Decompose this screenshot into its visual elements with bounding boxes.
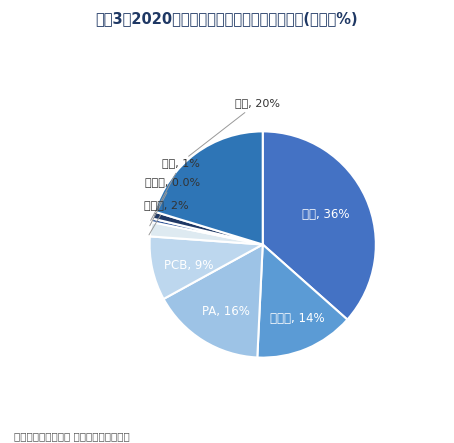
Text: 资料来源：赛迪顾问 前瞻产业研究院整理: 资料来源：赛迪顾问 前瞻产业研究院整理 [14, 431, 129, 441]
Text: 图表3：2020年中国基站射频行业细分市场结构(单位：%): 图表3：2020年中国基站射频行业细分市场结构(单位：%) [96, 11, 358, 26]
Wedge shape [263, 132, 376, 319]
Wedge shape [163, 245, 263, 358]
Wedge shape [154, 132, 263, 245]
Wedge shape [150, 237, 263, 299]
Text: 其他, 20%: 其他, 20% [188, 98, 280, 156]
Wedge shape [153, 212, 263, 245]
Text: 天线, 36%: 天线, 36% [302, 208, 350, 221]
Text: PA, 16%: PA, 16% [202, 305, 250, 319]
Text: 滤波器, 14%: 滤波器, 14% [270, 312, 325, 325]
Text: 环形器, 2%: 环形器, 2% [144, 200, 189, 235]
Wedge shape [257, 245, 347, 358]
Wedge shape [152, 218, 263, 245]
Text: 开关, 1%: 开关, 1% [151, 158, 200, 221]
Text: PCB, 9%: PCB, 9% [164, 260, 213, 272]
Text: 连接器, 0.0%: 连接器, 0.0% [145, 177, 200, 226]
Wedge shape [150, 222, 263, 245]
